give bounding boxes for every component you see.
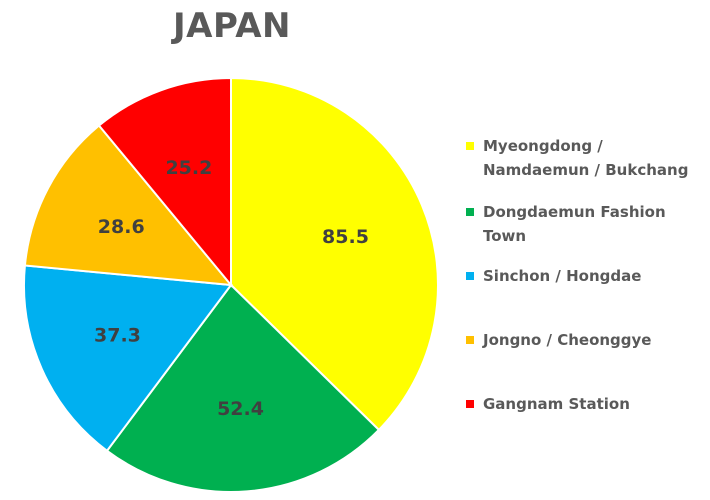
- legend-label-1: Dongdaemun Fashion Town: [483, 203, 666, 245]
- legend-item-3: Jongno / Cheonggye: [466, 328, 698, 352]
- legend-swatch-4: [466, 400, 474, 408]
- pie-slice-2: [23, 264, 233, 453]
- slice-value-label-2: 37.3: [94, 324, 141, 346]
- pie-slice-3: [23, 124, 234, 287]
- pie-slice-1: [105, 283, 381, 493]
- pie-slice-4: [97, 76, 232, 288]
- legend-swatch-3: [466, 336, 474, 344]
- slice-value-label-1: 52.4: [217, 398, 264, 420]
- legend-item-2: Sinchon / Hongdae: [466, 264, 698, 288]
- legend-label-4: Gangnam Station: [483, 395, 630, 413]
- legend-label-2: Sinchon / Hongdae: [483, 267, 642, 285]
- legend-swatch-0: [466, 142, 474, 150]
- pie-slice-0: [230, 76, 439, 432]
- legend-item-4: Gangnam Station: [466, 392, 698, 416]
- legend-label-3: Jongno / Cheonggye: [483, 331, 652, 349]
- legend-swatch-2: [466, 272, 474, 280]
- slice-value-label-0: 85.5: [322, 226, 369, 248]
- legend-item-0: Myeongdong / Namdaemun / Bukchang: [466, 134, 698, 182]
- legend-item-1: Dongdaemun Fashion Town: [466, 200, 698, 248]
- legend-swatch-1: [466, 208, 474, 216]
- legend-label-0: Myeongdong / Namdaemun / Bukchang: [483, 137, 689, 179]
- slice-value-label-3: 28.6: [98, 216, 145, 238]
- chart-title: JAPAN: [172, 6, 292, 46]
- slice-value-label-4: 25.2: [165, 157, 212, 179]
- pie-chart: 85.5 52.4 37.3 28.6 25.2: [23, 76, 439, 493]
